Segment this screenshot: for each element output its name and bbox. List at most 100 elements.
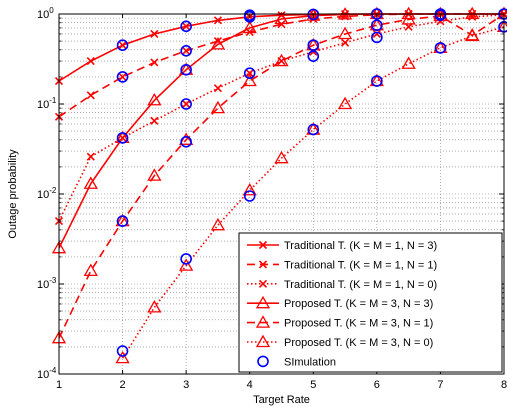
data-point	[337, 26, 353, 40]
data-point	[277, 20, 286, 29]
legend-marker	[258, 240, 268, 250]
data-point	[180, 63, 192, 76]
data-point	[147, 92, 162, 106]
data-point	[243, 9, 256, 21]
data-point	[116, 71, 129, 83]
data-point	[371, 19, 383, 32]
legend-entry: Traditional T. (K = M = 1, N = 1)	[247, 259, 437, 271]
data-point	[150, 58, 159, 67]
legend-label: Proposed T. (K = M = 3, N = 3)	[284, 298, 433, 310]
data-point	[147, 300, 162, 313]
data-point	[210, 37, 226, 50]
data-point	[401, 6, 416, 20]
data-point	[274, 150, 289, 164]
data-point	[180, 98, 192, 110]
x-tick-label: 4	[247, 379, 253, 391]
legend-label: Traditional T. (K = M = 1, N = 3)	[284, 240, 437, 252]
data-point	[182, 99, 191, 109]
x-tick-label: 2	[120, 379, 126, 391]
data-point	[213, 84, 222, 93]
data-point	[242, 182, 257, 196]
data-point	[115, 350, 130, 364]
data-point	[180, 20, 192, 33]
data-point	[307, 50, 320, 62]
series-6	[115, 19, 507, 364]
data-point	[116, 39, 129, 52]
data-point	[210, 100, 226, 114]
x-tick-label: 3	[183, 379, 189, 391]
data-point	[465, 6, 480, 20]
y-axis-label: Outage probability	[7, 149, 19, 239]
data-point	[147, 168, 162, 181]
x-tick-label: 1	[56, 379, 62, 391]
data-point	[116, 345, 129, 357]
data-point	[116, 132, 129, 144]
data-point	[274, 53, 289, 67]
data-point	[371, 31, 383, 44]
x-tick-label: 8	[501, 379, 507, 391]
data-point	[242, 73, 257, 87]
legend-marker	[255, 295, 271, 309]
data-point	[274, 11, 289, 25]
y-tick-label: 10-2	[37, 186, 57, 201]
data-point	[245, 69, 254, 78]
data-point	[182, 22, 191, 31]
data-point	[307, 39, 320, 52]
data-point	[150, 116, 159, 125]
data-point	[86, 56, 95, 66]
data-point	[337, 96, 353, 110]
data-point	[116, 215, 129, 227]
data-point	[434, 42, 447, 54]
data-point	[372, 29, 381, 39]
data-point	[401, 12, 416, 25]
data-point	[179, 258, 194, 271]
legend-marker	[258, 260, 268, 269]
data-point	[118, 72, 127, 81]
data-point	[213, 16, 222, 25]
data-point	[434, 9, 447, 21]
data-point	[83, 263, 98, 276]
data-point	[182, 46, 191, 55]
legend-marker	[257, 355, 269, 368]
data-point	[86, 152, 95, 161]
data-point	[86, 91, 95, 100]
data-point	[243, 190, 256, 202]
y-tick-label: 10-3	[37, 276, 57, 291]
y-tick-label: 10-4	[37, 366, 57, 381]
x-tick-label: 5	[310, 379, 316, 391]
data-point	[179, 132, 194, 145]
legend-entry: Proposed T. (K = M = 3, N = 0)	[247, 334, 433, 349]
x-axis-label: Target Rate	[253, 394, 310, 406]
legend: Traditional T. (K = M = 1, N = 3) Traditi…	[238, 232, 503, 373]
legend-marker	[255, 315, 271, 328]
series-7	[116, 8, 507, 357]
data-point	[180, 253, 192, 265]
legend-entry: SImulation	[257, 355, 336, 368]
data-point	[243, 67, 256, 79]
data-point	[307, 123, 320, 136]
data-point	[150, 29, 159, 39]
y-tick-label: 10-1	[37, 96, 57, 111]
x-tick-label: 7	[437, 379, 443, 391]
data-point	[465, 28, 480, 42]
legend-label: Proposed T. (K = M = 3, N = 0)	[284, 337, 433, 349]
legend-marker	[258, 279, 268, 288]
legend-entry: Traditional T. (K = M = 1, N = 3)	[247, 240, 437, 252]
legend-box	[238, 232, 503, 373]
data-point	[118, 41, 127, 50]
series-layer	[51, 6, 507, 364]
series-line	[121, 26, 505, 359]
data-point	[180, 45, 192, 57]
data-point	[83, 176, 98, 189]
legend-entry: Proposed T. (K = M = 3, N = 1)	[247, 315, 433, 330]
x-tick-label: 6	[374, 379, 380, 391]
data-point	[180, 136, 192, 148]
legend-label: Traditional T. (K = M = 1, N = 1)	[284, 259, 437, 271]
data-point	[242, 20, 257, 34]
legend-entry: Traditional T. (K = M = 1, N = 0)	[247, 279, 437, 291]
data-point	[210, 217, 226, 231]
legend-marker	[255, 334, 271, 348]
data-point	[401, 56, 416, 69]
axis-ticks: 1 2 3 4 5 6 7 8 10-4 10-3 10-2 10-1 100	[37, 6, 507, 391]
